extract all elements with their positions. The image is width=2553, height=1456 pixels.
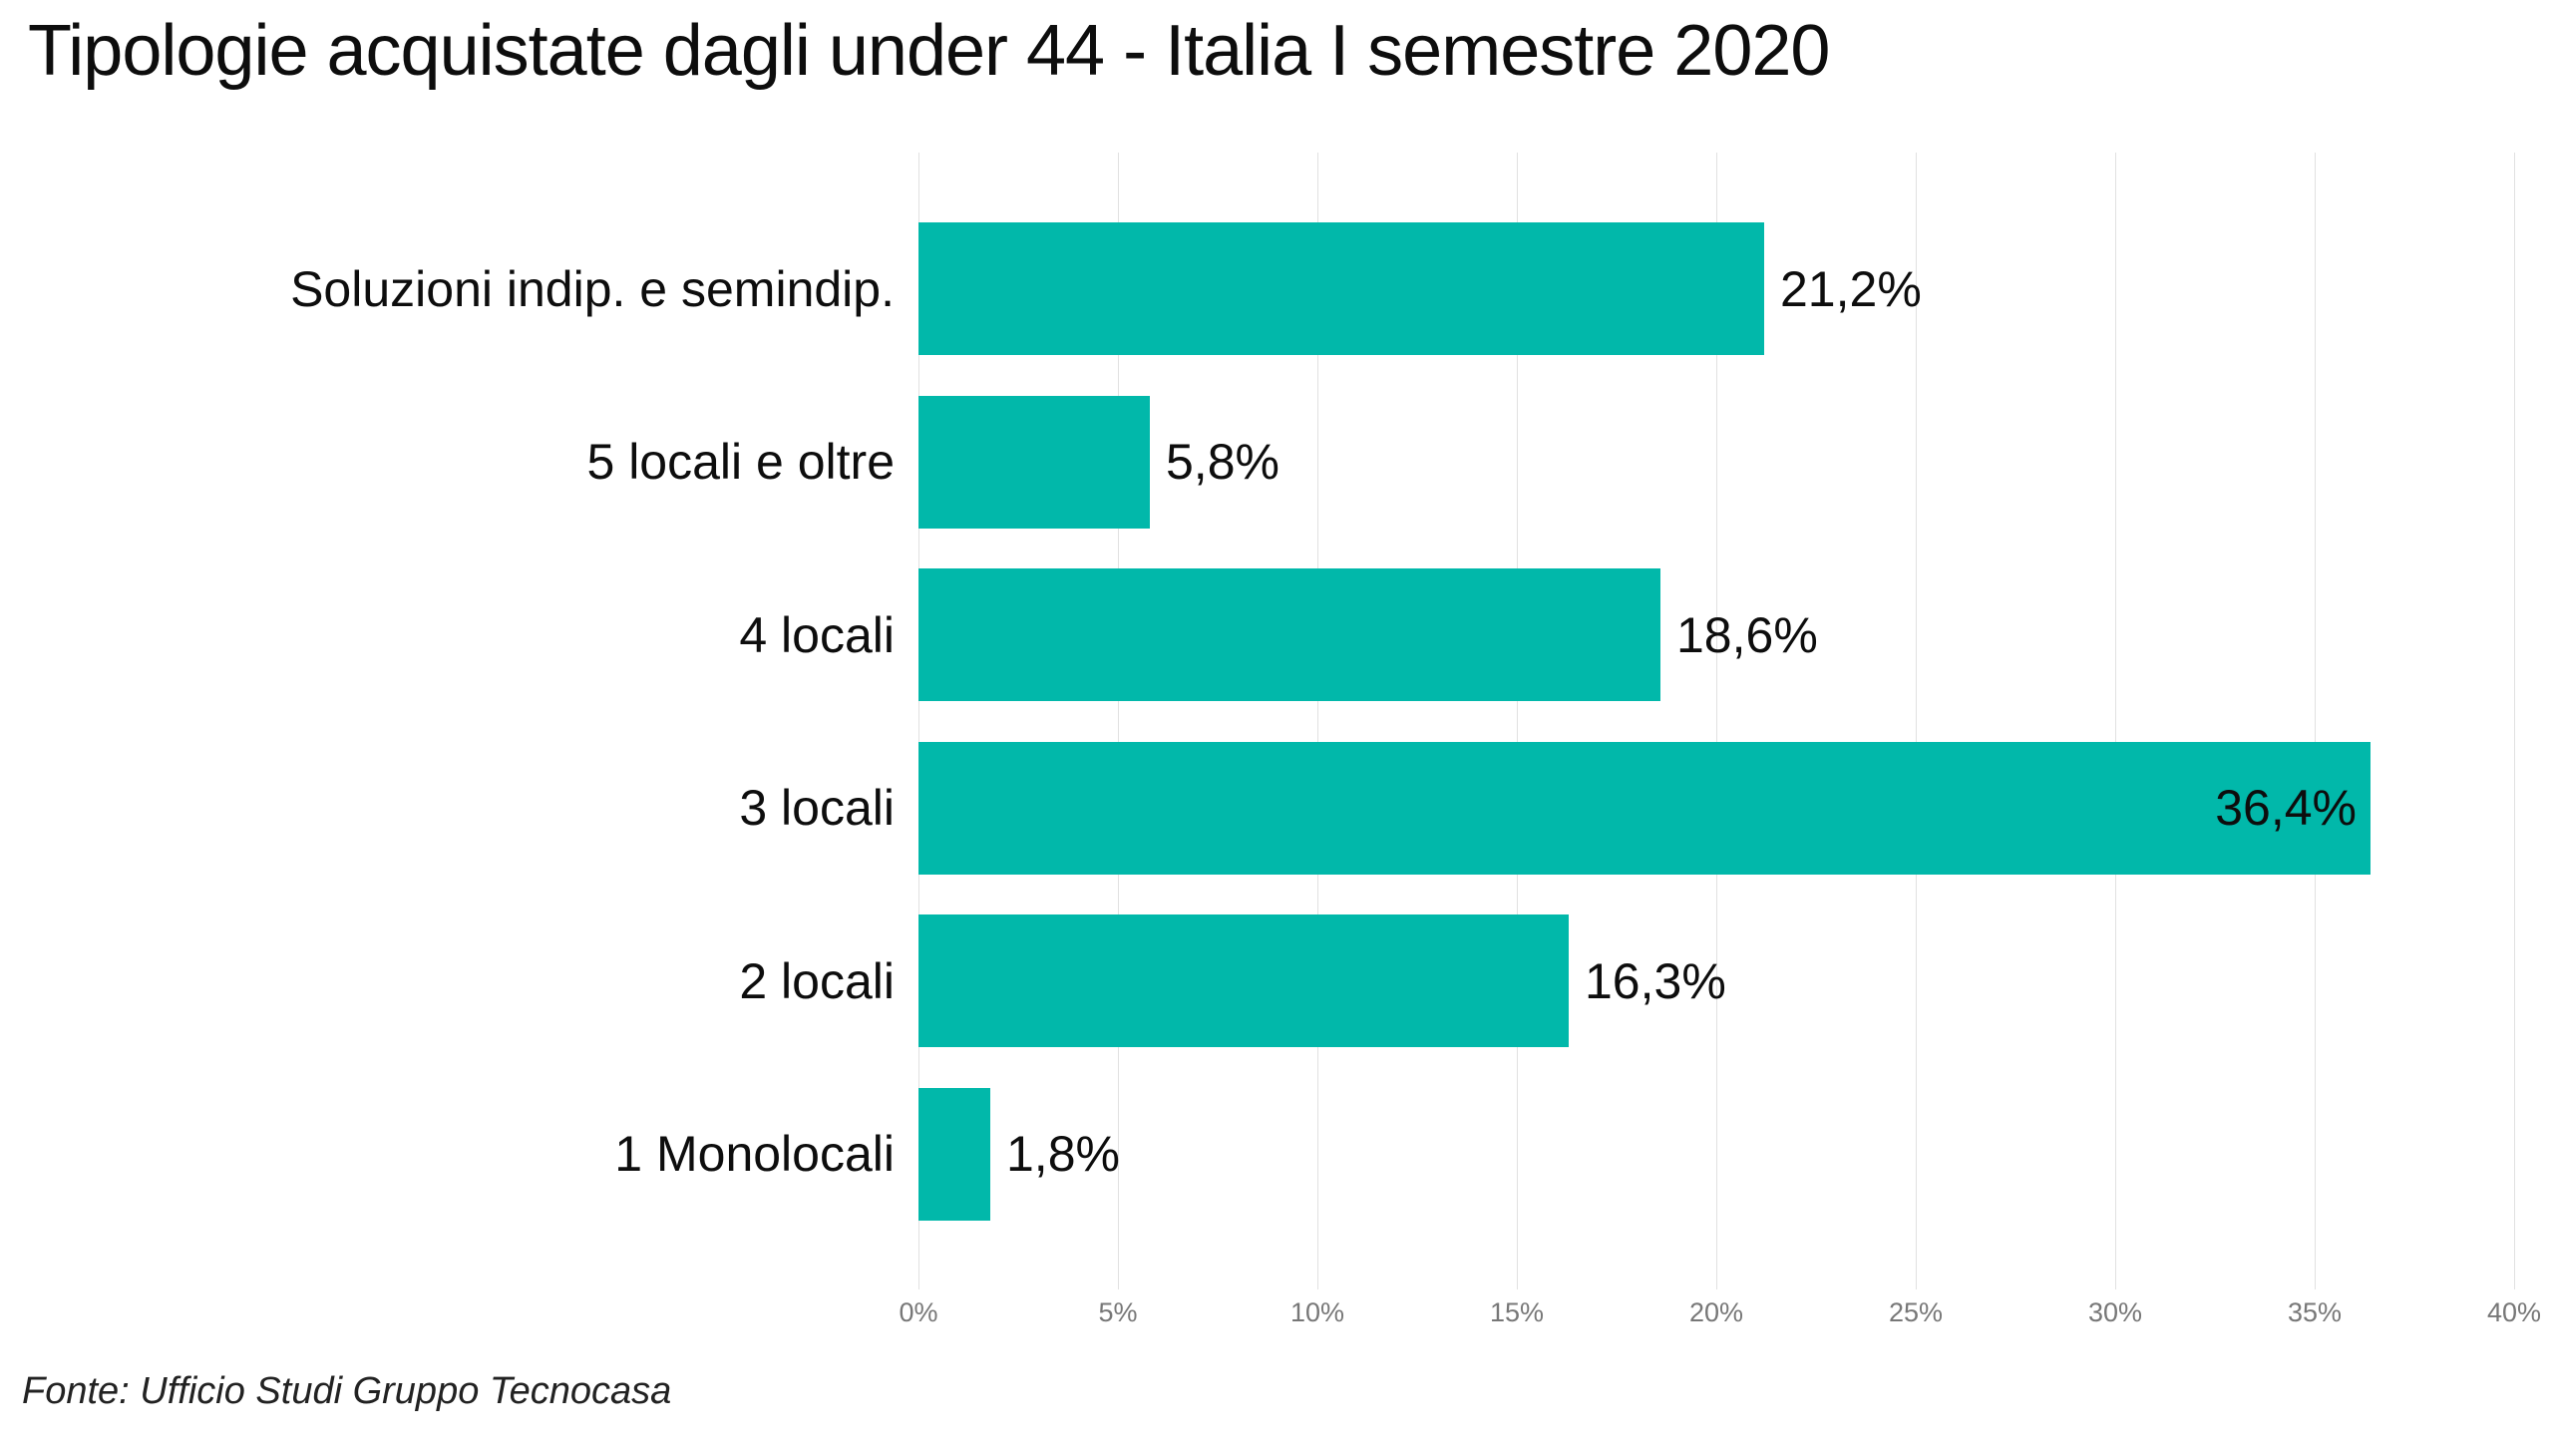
x-tick-label: 15% — [1489, 1297, 1545, 1327]
category-label: 4 locali — [739, 606, 895, 663]
bar-2-locali[interactable] — [918, 914, 1569, 1047]
x-tick-label: 35% — [2287, 1297, 2343, 1327]
value-label: 16,3% — [1585, 952, 1726, 1009]
bar-4-locali[interactable] — [918, 568, 1660, 701]
bar-1-monolocali[interactable] — [918, 1087, 990, 1221]
bar-row: 1,8% — [918, 1087, 2514, 1221]
value-label: 36,4% — [2215, 780, 2357, 836]
gridline-40pct — [2514, 153, 2515, 1289]
x-tick-label: 10% — [1289, 1297, 1345, 1327]
category-label: 3 locali — [739, 780, 895, 836]
category-label: 2 locali — [739, 952, 895, 1009]
value-label: 5,8% — [1166, 434, 1279, 490]
value-label: 18,6% — [1676, 606, 1818, 663]
gridline-0pct — [918, 153, 919, 1289]
gridline-30pct — [2115, 153, 2116, 1289]
category-label: 5 locali e oltre — [586, 434, 896, 490]
bar-row: 5,8% — [918, 395, 2514, 529]
category-label: 1 Monolocali — [614, 1126, 895, 1182]
plot-area: 21,2% 5,8% 18,6% 36,4% 16,3% 1,8% — [918, 153, 2515, 1289]
gridline-10pct — [1317, 153, 1318, 1289]
bar-row: 21,2% — [918, 222, 2514, 355]
gridline-15pct — [1517, 153, 1518, 1289]
gridline-35pct — [2315, 153, 2316, 1289]
bar-row: 36,4% — [918, 741, 2514, 875]
gridline-25pct — [1916, 153, 1917, 1289]
x-tick-label: 0% — [899, 1297, 938, 1327]
x-tick-label: 30% — [2087, 1297, 2143, 1327]
chart-title: Tipologie acquistate dagli under 44 - It… — [28, 11, 1830, 91]
x-tick-label: 40% — [2486, 1297, 2542, 1327]
value-label: 21,2% — [1780, 260, 1922, 317]
source-note: Fonte: Ufficio Studi Gruppo Tecnocasa — [22, 1370, 672, 1412]
gridline-5pct — [1118, 153, 1119, 1289]
bar-3-locali[interactable] — [918, 741, 2371, 875]
gridline-20pct — [1716, 153, 1717, 1289]
x-tick-label: 25% — [1888, 1297, 1944, 1327]
value-label: 1,8% — [1006, 1126, 1120, 1182]
bar-soluzioni-indip-e-semindip[interactable] — [918, 222, 1764, 355]
x-tick-label: 20% — [1688, 1297, 1744, 1327]
bar-5-locali-e-oltre[interactable] — [918, 395, 1150, 529]
bar-row: 18,6% — [918, 568, 2514, 701]
bar-row: 16,3% — [918, 914, 2514, 1047]
x-tick-label: 5% — [1098, 1297, 1138, 1327]
category-label: Soluzioni indip. e semindip. — [290, 260, 895, 317]
